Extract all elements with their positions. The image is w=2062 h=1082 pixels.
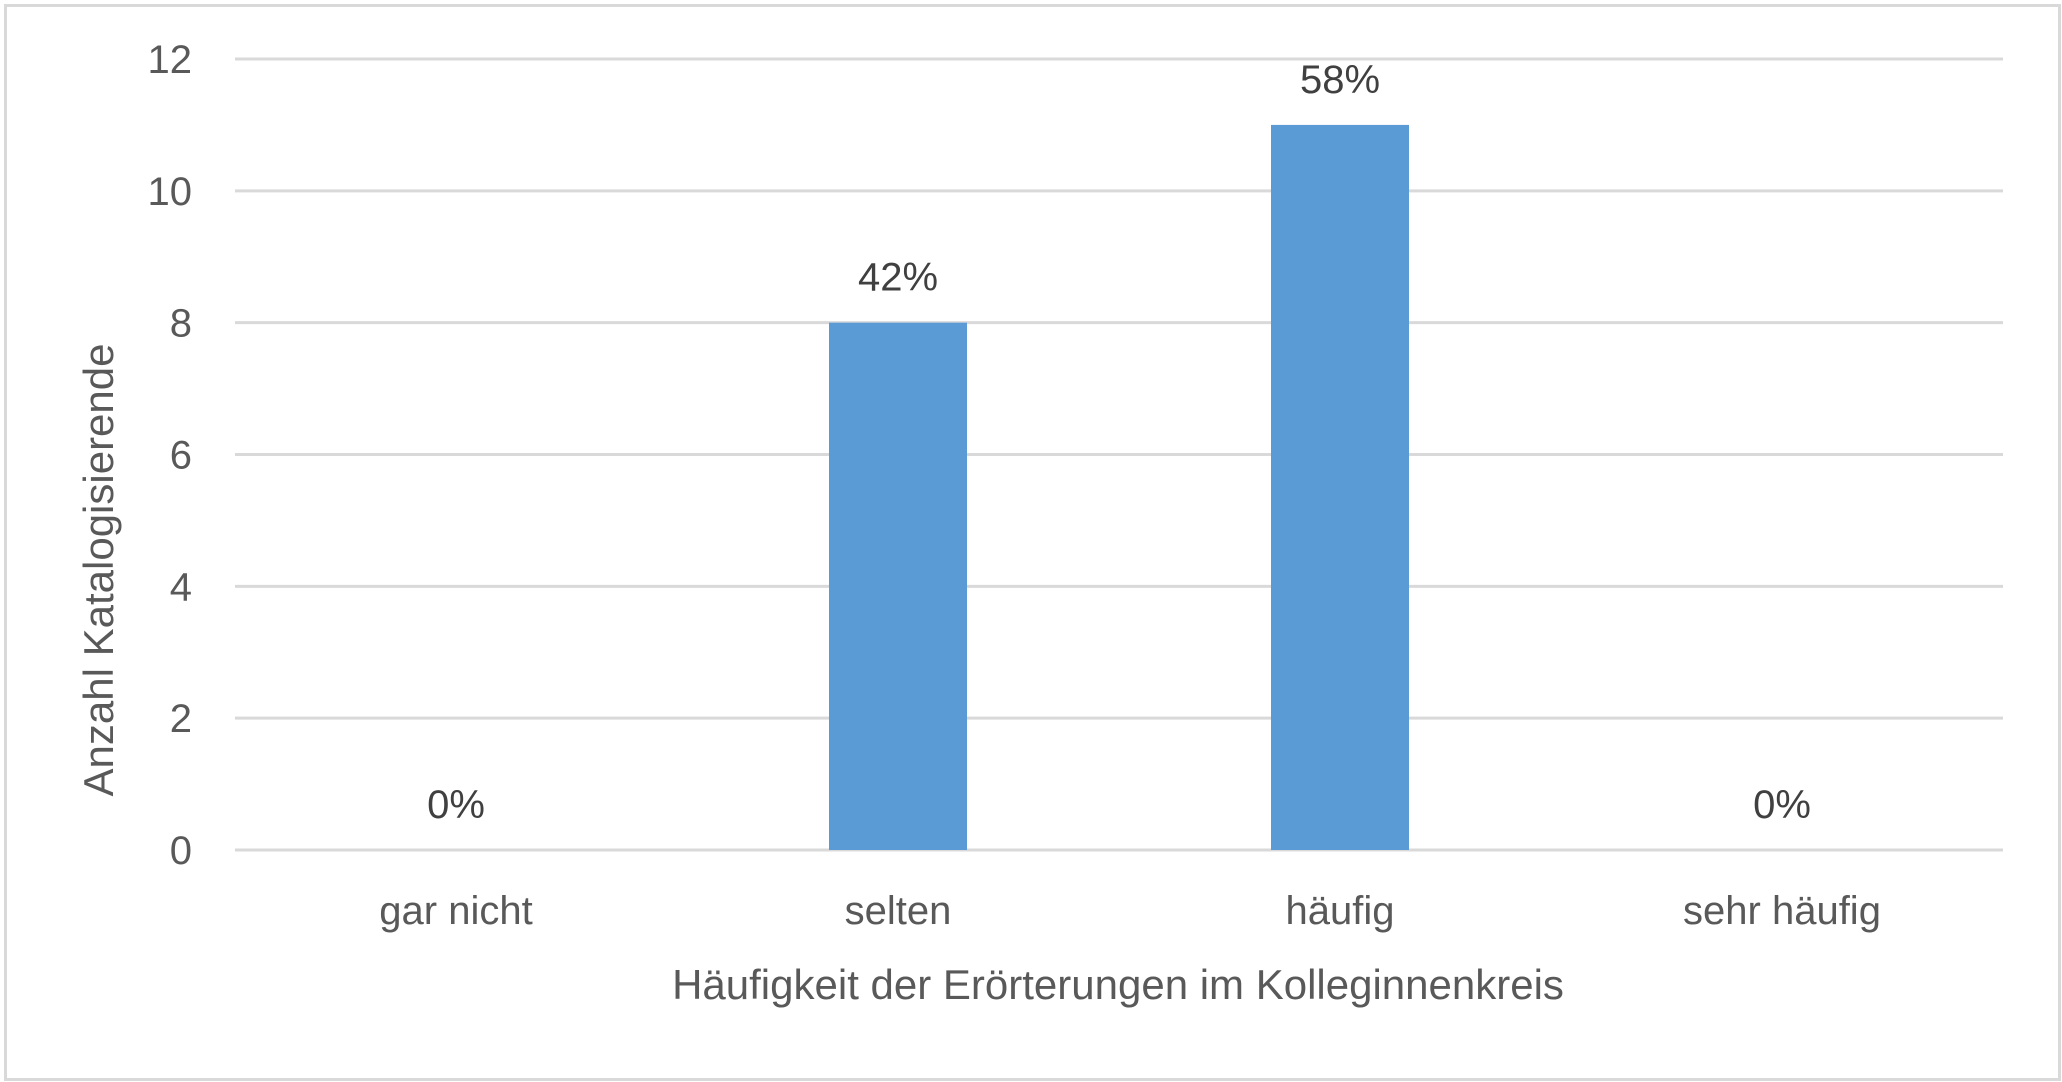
- data-label: 58%: [1300, 58, 1380, 102]
- y-tick-label: 6: [170, 434, 192, 478]
- gridlines: [235, 57, 2003, 852]
- y-tick-label: 4: [170, 565, 192, 609]
- y-tick-label: 0: [170, 829, 192, 873]
- x-axis-ticks: gar nicht selten häufig sehr häufig: [379, 889, 1881, 933]
- x-tick-label: gar nicht: [379, 889, 532, 933]
- data-label: 42%: [858, 256, 938, 300]
- y-tick-label: 2: [170, 697, 192, 741]
- bars: [829, 124, 1409, 851]
- chart-frame: [4, 4, 2061, 1081]
- data-label: 0%: [427, 783, 485, 827]
- x-tick-label: selten: [845, 889, 952, 933]
- x-tick-label: sehr häufig: [1683, 889, 1881, 933]
- y-tick-label: 8: [170, 302, 192, 346]
- x-axis-title: Häufigkeit der Erörterungen im Kolleginn…: [672, 961, 1564, 1008]
- y-axis-ticks: 0 2 4 6 8 10 12: [148, 38, 193, 873]
- x-tick-label: häufig: [1286, 889, 1395, 933]
- bar-1: [829, 322, 967, 851]
- y-tick-label: 12: [148, 38, 193, 82]
- data-label: 0%: [1753, 783, 1811, 827]
- bar-2: [1271, 124, 1409, 850]
- y-axis-title: Anzahl Katalogisierende: [75, 344, 122, 797]
- y-tick-label: 10: [148, 170, 193, 214]
- data-labels: 0% 42% 58% 0%: [427, 58, 1811, 827]
